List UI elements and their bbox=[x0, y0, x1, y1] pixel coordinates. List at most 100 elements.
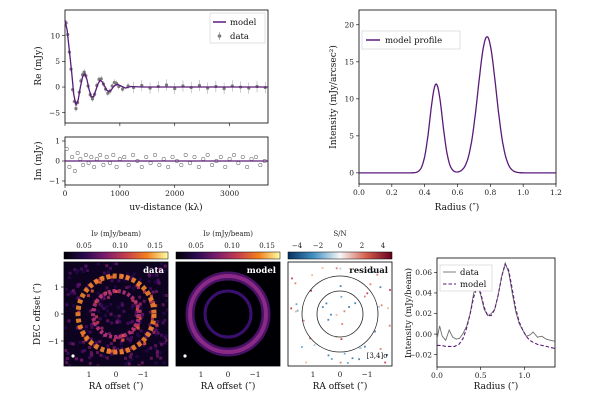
comparison-panel: 0.0 0.5 1.0 −0.02 0.00 0.02 0.04 0.06 Intensity… bbox=[403, 257, 556, 392]
data-image-noise-cell-10 bbox=[102, 296, 106, 300]
profile-legend-label: model profile bbox=[385, 36, 442, 46]
data-image-xlabel: RA offset (″) bbox=[89, 381, 144, 392]
residual-image-spot-4 bbox=[364, 345, 366, 348]
profile-ytick-label-0: 0 bbox=[349, 169, 354, 178]
colorbar-model-label: Iν (mJy/beam) bbox=[203, 230, 253, 238]
image-ylabel: DEC offset (″) bbox=[32, 283, 43, 345]
profile-model-line bbox=[359, 35, 556, 174]
data-image-noise-cell-138 bbox=[120, 302, 124, 306]
im-data-point-29 bbox=[166, 165, 171, 170]
data-image-ring-clump-25 bbox=[107, 296, 110, 300]
re-data-point-28 bbox=[121, 87, 125, 91]
data-image-noise-cell-98 bbox=[130, 336, 134, 339]
data-image-noise bbox=[64, 262, 168, 366]
data-image-noise-cell-110 bbox=[148, 323, 152, 327]
residual-image-spot-40 bbox=[351, 357, 354, 360]
im-data-point-37 bbox=[201, 157, 206, 162]
data-image-noise-cell-249 bbox=[94, 341, 98, 344]
data-image-noise-cell-213 bbox=[68, 364, 71, 366]
data-image-noise-cell-209 bbox=[78, 341, 82, 345]
im-data-point-11 bbox=[94, 157, 99, 162]
data-image-noise-cell-161 bbox=[122, 309, 126, 313]
data-image-noise-cell-158 bbox=[84, 264, 88, 268]
model-image-xlabel: RA offset (″) bbox=[201, 381, 256, 392]
data-image-noise-cell-192 bbox=[129, 321, 133, 324]
im-data-point-17 bbox=[114, 165, 119, 170]
data-image-ring-clump-27 bbox=[152, 301, 156, 304]
residual-image-spot-27 bbox=[348, 306, 350, 308]
residual-image-spot-12 bbox=[295, 303, 298, 306]
im-panel: 0 1000 2000 3000−101 Im (mJy) uv-distance (… bbox=[33, 136, 269, 213]
data-image-noise-cell-207 bbox=[151, 273, 155, 277]
data-image-noise-cell-193 bbox=[66, 351, 70, 355]
re-data-point-6 bbox=[74, 107, 78, 111]
colorbar-residual-tick-3: 0 bbox=[338, 242, 342, 250]
comparison-ytick-label-0: −0.02 bbox=[409, 350, 432, 359]
im-data-point-13 bbox=[101, 163, 106, 168]
data-image-ring-clump-4 bbox=[100, 326, 104, 330]
residual-image-spot-53 bbox=[302, 319, 305, 322]
data-image-noise-cell-225 bbox=[83, 349, 87, 353]
data-image-noise-cell-245 bbox=[138, 321, 142, 324]
data-image-noise-cell-168 bbox=[123, 278, 127, 282]
data-image-noise-cell-23 bbox=[117, 314, 121, 318]
im-data-point-46 bbox=[240, 155, 245, 160]
data-image-noise-cell-2 bbox=[98, 340, 102, 344]
data-image-noise-cell-211 bbox=[149, 356, 153, 360]
im-data-point-24 bbox=[144, 155, 149, 160]
data-image-noise-cell-87 bbox=[147, 330, 151, 334]
data-image-noise-cell-190 bbox=[137, 364, 141, 366]
data-image-noise-cell-35 bbox=[64, 326, 68, 330]
residual-image-xlabel: RA offset (″) bbox=[313, 381, 368, 392]
data-image-noise-cell-144 bbox=[105, 356, 109, 360]
re-axes-frame bbox=[64, 9, 269, 124]
data-image-noise-cell-231 bbox=[66, 356, 70, 360]
data-image-noise-cell-238 bbox=[138, 340, 142, 343]
data-image-noise-cell-181 bbox=[124, 362, 128, 366]
data-image-ring-clump-8 bbox=[116, 336, 120, 340]
data-image-noise-cell-235 bbox=[73, 268, 77, 272]
data-image-noise-cell-21 bbox=[88, 356, 92, 360]
data-image-noise-cell-229 bbox=[86, 269, 89, 272]
data-image-noise-cell-34 bbox=[65, 287, 69, 291]
data-image-noise-cell-115 bbox=[127, 285, 131, 289]
data-image-noise-cell-198 bbox=[145, 349, 149, 353]
data-image-noise-cell-54 bbox=[139, 306, 143, 309]
re-ylabel: Re (mJy) bbox=[33, 46, 44, 85]
im-data-point-23 bbox=[139, 165, 144, 170]
im-data-point-27 bbox=[157, 163, 162, 168]
data-image-noise-cell-156 bbox=[148, 310, 152, 314]
colorbar-residual-tick-1: −4 bbox=[292, 242, 303, 250]
comparison-xlabel: Radius (″) bbox=[474, 381, 519, 392]
data-image-ring-clump-20 bbox=[130, 346, 134, 350]
data-image-ring-clump-48 bbox=[135, 307, 139, 311]
data-image-noise-cell-132 bbox=[112, 346, 116, 349]
residual-image-spot-38 bbox=[366, 292, 369, 295]
colorbar-data-label: Iν (mJy/beam) bbox=[91, 230, 141, 238]
re-data-point-15 bbox=[90, 97, 95, 101]
data-image-noise-cell-155 bbox=[80, 349, 84, 353]
data-image-noise-cell-178 bbox=[142, 343, 146, 347]
residual-image-annotation: [3,4]σ bbox=[367, 352, 389, 360]
data-image-noise-cell-223 bbox=[166, 308, 168, 312]
data-image-ring-clump-56 bbox=[121, 334, 125, 338]
comparison-legend-model-label: model bbox=[460, 280, 487, 290]
data-image-ring-clump-61 bbox=[87, 294, 90, 298]
profile-legend: model profile bbox=[361, 30, 461, 50]
data-image-noise-cell-125 bbox=[162, 361, 166, 365]
re-legend: model data bbox=[209, 12, 266, 44]
data-image-noise-cell-141 bbox=[130, 275, 134, 278]
colorbar-model-bar bbox=[175, 251, 281, 260]
data-image-noise-cell-256 bbox=[102, 294, 106, 298]
data-image-noise-cell-105 bbox=[159, 262, 163, 266]
data-image-ring-clump-57 bbox=[121, 338, 125, 342]
profile-xtick-label-3: 0.6 bbox=[452, 188, 464, 197]
data-image-ring-clump-5 bbox=[90, 289, 94, 293]
comparison-legend: data model bbox=[439, 264, 493, 292]
comparison-axes-frame bbox=[436, 257, 556, 368]
data-image-noise-cell-184 bbox=[139, 318, 143, 322]
im-data-point-26 bbox=[152, 153, 157, 158]
data-image-noise-cell-123 bbox=[158, 351, 162, 355]
data-image-xtick-3: −1 bbox=[137, 370, 148, 379]
